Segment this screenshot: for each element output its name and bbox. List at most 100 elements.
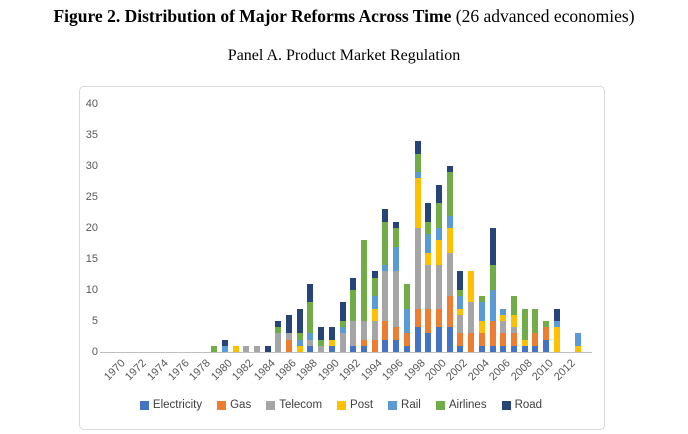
bar-segment: [350, 345, 357, 352]
bar-segment: [382, 321, 389, 340]
bar-segment: [339, 333, 346, 352]
bar-segment: [296, 345, 303, 352]
legend-swatch: [337, 400, 347, 410]
bar-segment: [425, 265, 432, 309]
y-axis-tick-label: 30: [85, 160, 98, 172]
bar-segment: [339, 302, 346, 321]
y-axis-tick-label: 40: [85, 98, 98, 110]
bar-segment: [275, 321, 282, 328]
bar-segment: [414, 172, 421, 179]
bar-segment: [436, 240, 442, 266]
bar-segment: [478, 345, 485, 352]
bar-segment: [425, 203, 432, 222]
bar-segment: [425, 308, 432, 334]
legend-item-electricity: Electricity: [139, 399, 203, 411]
bar-segment: [521, 345, 528, 352]
bar-segment: [500, 321, 507, 334]
y-axis-tick-label: 20: [85, 222, 98, 234]
bar-segment: [307, 333, 314, 340]
bar-segment: [489, 228, 496, 266]
bar-segment: [457, 296, 464, 309]
bar-segment: [371, 296, 378, 309]
bar-segment: [350, 277, 357, 290]
bar-segment: [575, 345, 582, 352]
y-axis-tick-label: 5: [91, 315, 98, 327]
bar-segment: [414, 308, 421, 328]
bar-segment: [457, 314, 464, 334]
figure-title-bold: Figure 2. Distribution of Major Reforms …: [53, 6, 452, 26]
bar-segment: [457, 271, 464, 290]
bar-segment: [414, 141, 421, 154]
bar-segment: [264, 345, 271, 352]
bar-segment: [393, 246, 400, 272]
bar-segment: [532, 308, 539, 334]
bar-segment: [339, 327, 346, 334]
bar-segment: [436, 228, 442, 241]
bar-segment: [393, 271, 400, 328]
bar-segment: [307, 302, 314, 334]
bar-segment: [521, 339, 528, 346]
bar-segment: [500, 333, 507, 346]
bar-segment: [414, 327, 421, 352]
bar-segment: [436, 184, 442, 204]
bar-segment: [553, 321, 560, 328]
bar-segment: [253, 345, 260, 352]
bar-segment: [446, 166, 453, 173]
legend-item-gas: Gas: [217, 399, 251, 411]
bar-segment: [328, 345, 335, 352]
legend-label: Gas: [230, 399, 252, 411]
bar-segment: [286, 333, 293, 340]
bar-segment: [414, 153, 421, 173]
legend-label: Telecom: [279, 399, 323, 411]
legend-label: Electricity: [152, 399, 203, 411]
bar-segment: [414, 178, 421, 228]
bar-segment: [382, 339, 389, 352]
legend: Electricity Gas Telecom Post Rail Airlines Roa…: [79, 399, 603, 411]
bar-segment: [575, 333, 582, 346]
bar-segment: [307, 283, 314, 303]
bar-segment: [328, 327, 335, 340]
bar-segment: [232, 345, 239, 352]
bar-segment: [221, 345, 228, 352]
bar-segment: [543, 327, 550, 340]
bar-segment: [478, 321, 485, 334]
bar-segment: [371, 308, 378, 321]
bar-segment: [478, 302, 485, 321]
bar-segment: [371, 277, 378, 297]
legend-label: Road: [514, 399, 543, 411]
legend-swatch: [266, 400, 276, 410]
bar-segment: [403, 345, 410, 352]
legend-item-airlines: Airlines: [435, 399, 487, 411]
bar-segment: [436, 308, 442, 328]
bar-segment: [361, 339, 368, 346]
legend-swatch: [501, 400, 511, 410]
legend-swatch: [139, 400, 149, 410]
bar-segment: [318, 345, 325, 352]
legend-swatch: [388, 400, 398, 410]
y-axis-tick-label: 15: [85, 253, 98, 265]
bar-segment: [510, 345, 517, 352]
legend-item-telecom: Telecom: [266, 399, 322, 411]
bar-segment: [371, 339, 378, 352]
bar-segment: [382, 265, 389, 272]
bar-segment: [510, 296, 517, 315]
bar-segment: [393, 339, 400, 352]
bar-segment: [500, 314, 507, 321]
bar-segment: [425, 252, 432, 266]
y-axis-tick-label: 25: [85, 191, 98, 203]
bar-segment: [500, 308, 507, 315]
bar-segment: [371, 271, 378, 278]
bar-segment: [328, 339, 335, 346]
bar-segment: [318, 339, 325, 346]
legend-item-rail: Rail: [388, 399, 421, 411]
bar-segment: [382, 271, 389, 321]
bar-segment: [436, 327, 442, 352]
bar-segment: [403, 308, 410, 334]
bar-segment: [307, 345, 314, 352]
bar-segment: [296, 308, 303, 334]
bar-segment: [489, 321, 496, 346]
y-axis-tick-label: 0: [91, 346, 98, 358]
bar-segment: [403, 333, 410, 346]
bar-segment: [500, 345, 507, 352]
